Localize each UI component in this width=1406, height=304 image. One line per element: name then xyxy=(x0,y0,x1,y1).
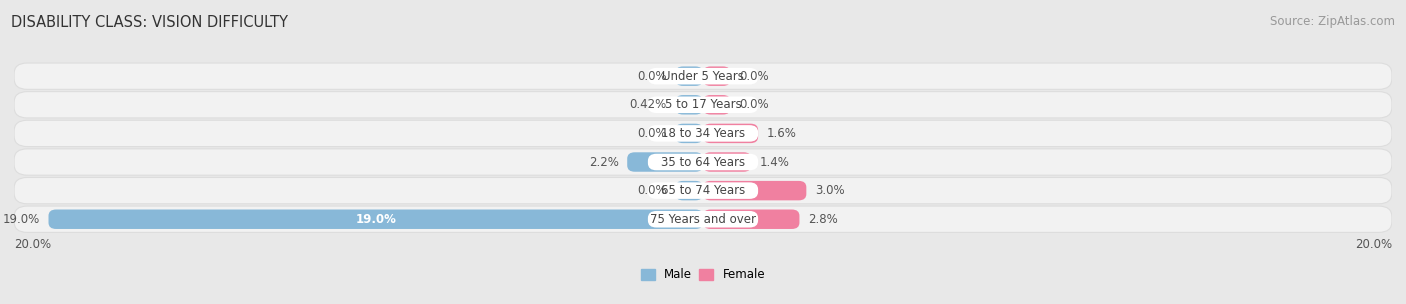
FancyBboxPatch shape xyxy=(648,97,758,113)
Text: 3.0%: 3.0% xyxy=(815,184,845,197)
FancyBboxPatch shape xyxy=(703,95,731,115)
Text: 2.8%: 2.8% xyxy=(808,213,838,226)
Text: 0.0%: 0.0% xyxy=(740,70,769,83)
Text: 0.0%: 0.0% xyxy=(637,184,666,197)
FancyBboxPatch shape xyxy=(48,209,703,229)
Text: 5 to 17 Years: 5 to 17 Years xyxy=(665,98,741,111)
Text: 20.0%: 20.0% xyxy=(1355,238,1392,251)
FancyBboxPatch shape xyxy=(14,63,1392,89)
Text: 75 Years and over: 75 Years and over xyxy=(650,213,756,226)
Text: 35 to 64 Years: 35 to 64 Years xyxy=(661,156,745,168)
Text: 0.42%: 0.42% xyxy=(630,98,666,111)
FancyBboxPatch shape xyxy=(703,181,807,200)
Text: 0.0%: 0.0% xyxy=(637,70,666,83)
FancyBboxPatch shape xyxy=(648,68,758,85)
FancyBboxPatch shape xyxy=(648,182,758,199)
FancyBboxPatch shape xyxy=(648,125,758,142)
FancyBboxPatch shape xyxy=(675,67,703,86)
Text: 65 to 74 Years: 65 to 74 Years xyxy=(661,184,745,197)
Text: 19.0%: 19.0% xyxy=(356,213,396,226)
Text: 20.0%: 20.0% xyxy=(14,238,51,251)
Text: Source: ZipAtlas.com: Source: ZipAtlas.com xyxy=(1270,15,1395,28)
Text: 0.0%: 0.0% xyxy=(740,98,769,111)
Text: 18 to 34 Years: 18 to 34 Years xyxy=(661,127,745,140)
FancyBboxPatch shape xyxy=(14,149,1392,175)
FancyBboxPatch shape xyxy=(703,152,751,172)
FancyBboxPatch shape xyxy=(675,181,703,200)
Text: DISABILITY CLASS: VISION DIFFICULTY: DISABILITY CLASS: VISION DIFFICULTY xyxy=(11,15,288,30)
FancyBboxPatch shape xyxy=(14,178,1392,204)
Text: 0.0%: 0.0% xyxy=(637,127,666,140)
Text: Under 5 Years: Under 5 Years xyxy=(662,70,744,83)
FancyBboxPatch shape xyxy=(675,124,703,143)
Text: 19.0%: 19.0% xyxy=(3,213,39,226)
FancyBboxPatch shape xyxy=(703,67,731,86)
FancyBboxPatch shape xyxy=(648,154,758,170)
Text: 1.6%: 1.6% xyxy=(766,127,797,140)
Legend: Male, Female: Male, Female xyxy=(636,264,770,286)
Text: 1.4%: 1.4% xyxy=(759,156,790,168)
FancyBboxPatch shape xyxy=(703,209,800,229)
Text: 2.2%: 2.2% xyxy=(589,156,619,168)
FancyBboxPatch shape xyxy=(703,124,758,143)
FancyBboxPatch shape xyxy=(648,211,758,227)
FancyBboxPatch shape xyxy=(627,152,703,172)
FancyBboxPatch shape xyxy=(14,92,1392,118)
FancyBboxPatch shape xyxy=(675,95,703,115)
FancyBboxPatch shape xyxy=(14,120,1392,147)
FancyBboxPatch shape xyxy=(14,206,1392,232)
